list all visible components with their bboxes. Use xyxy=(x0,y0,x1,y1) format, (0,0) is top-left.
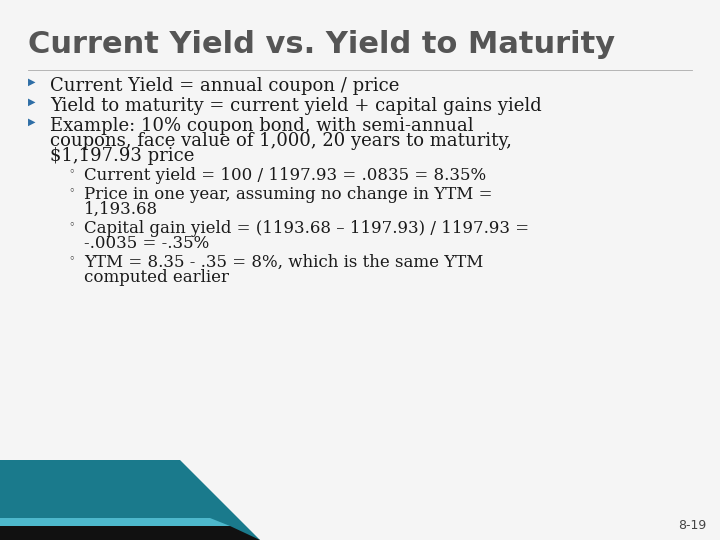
Polygon shape xyxy=(0,460,260,540)
Text: $1,197.93 price: $1,197.93 price xyxy=(50,147,194,165)
Text: ▶: ▶ xyxy=(28,97,35,107)
Text: Current Yield = annual coupon / price: Current Yield = annual coupon / price xyxy=(50,77,400,95)
Text: ◦: ◦ xyxy=(68,186,75,196)
Text: Current yield = 100 / 1197.93 = .0835 = 8.35%: Current yield = 100 / 1197.93 = .0835 = … xyxy=(84,167,486,184)
Text: ▶: ▶ xyxy=(28,77,35,87)
Text: Example: 10% coupon bond, with semi-annual: Example: 10% coupon bond, with semi-annu… xyxy=(50,117,474,135)
Text: coupons, face value of 1,000, 20 years to maturity,: coupons, face value of 1,000, 20 years t… xyxy=(50,132,512,150)
Polygon shape xyxy=(0,526,260,540)
Text: 8-19: 8-19 xyxy=(678,519,706,532)
Text: 1,193.68: 1,193.68 xyxy=(84,201,158,218)
Text: Yield to maturity = current yield + capital gains yield: Yield to maturity = current yield + capi… xyxy=(50,97,541,115)
Text: Price in one year, assuming no change in YTM =: Price in one year, assuming no change in… xyxy=(84,186,492,203)
Text: ◦: ◦ xyxy=(68,220,75,230)
Text: computed earlier: computed earlier xyxy=(84,269,229,286)
Text: -.0035 = -.35%: -.0035 = -.35% xyxy=(84,235,210,252)
Text: ▶: ▶ xyxy=(28,117,35,127)
Text: ◦: ◦ xyxy=(68,167,75,177)
Text: YTM = 8.35 - .35 = 8%, which is the same YTM: YTM = 8.35 - .35 = 8%, which is the same… xyxy=(84,254,483,271)
Polygon shape xyxy=(0,518,230,526)
Text: Current Yield vs. Yield to Maturity: Current Yield vs. Yield to Maturity xyxy=(28,30,615,59)
Text: ◦: ◦ xyxy=(68,254,75,264)
Text: Capital gain yield = (1193.68 – 1197.93) / 1197.93 =: Capital gain yield = (1193.68 – 1197.93)… xyxy=(84,220,529,237)
